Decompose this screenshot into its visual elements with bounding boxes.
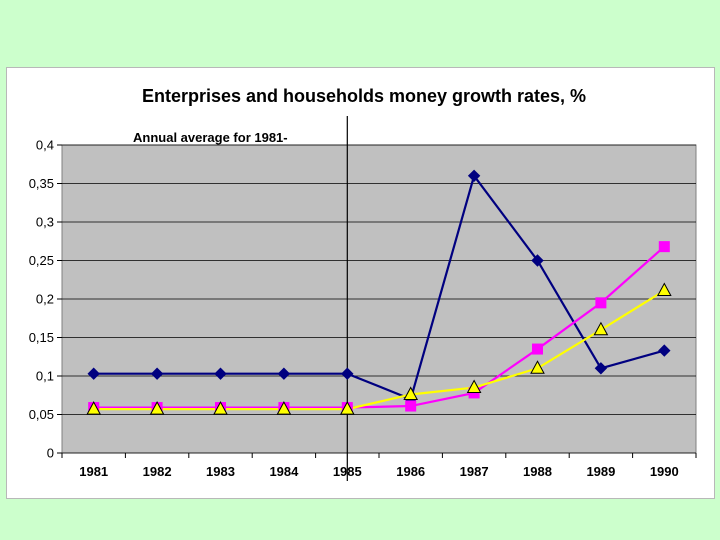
chart-title: Enterprises and households money growth … (142, 86, 586, 106)
y-tick-label: 0,05 (29, 407, 54, 422)
y-tick-label: 0,25 (29, 253, 54, 268)
y-tick-label: 0,35 (29, 176, 54, 191)
series-2-point (405, 400, 417, 412)
x-tick-label: 1982 (143, 464, 172, 479)
series-2-line (93, 245, 666, 409)
series-2-point (532, 343, 543, 355)
x-tick-label: 1990 (650, 464, 679, 479)
series-1-point (467, 169, 481, 183)
chart-annotation: Annual average for 1981- (133, 130, 288, 145)
series-3-point (339, 401, 355, 415)
x-tick-label: 1988 (523, 464, 552, 479)
series-1-point (277, 367, 291, 380)
x-tick-label: 1989 (586, 464, 615, 479)
x-tick-label: 1981 (79, 464, 108, 479)
line-chart: Enterprises and households money growth … (29, 86, 697, 481)
series-1-point (658, 344, 671, 357)
series-1-point (594, 362, 608, 375)
series-1-point (150, 367, 164, 380)
x-tick-label: 1986 (396, 464, 425, 479)
x-tick-label: 1984 (269, 464, 299, 479)
series-3-point (213, 401, 228, 415)
series-3-point (276, 401, 292, 415)
series-3-point (149, 401, 165, 415)
y-tick-label: 0,4 (36, 138, 54, 153)
series-1-point (214, 367, 227, 380)
series-3-point (86, 401, 102, 415)
x-tick-label: 1987 (460, 464, 489, 479)
chart-frame: Enterprises and households money growth … (6, 67, 715, 499)
series-1-point (87, 367, 100, 380)
series-3-point (530, 360, 545, 374)
y-tick-label: 0,2 (36, 292, 54, 307)
y-tick-label: 0,1 (36, 369, 54, 384)
y-tick-label: 0,3 (36, 215, 54, 230)
y-tick-label: 0,15 (29, 330, 54, 345)
series-3-point (403, 386, 419, 400)
series-2-point (595, 297, 607, 309)
x-tick-label: 1983 (206, 464, 235, 479)
y-tick-label: 0 (47, 446, 54, 461)
series-1-point (531, 254, 544, 267)
series-1-line (93, 173, 665, 401)
series-3-point (656, 282, 672, 297)
series-3-line (93, 289, 665, 411)
series-1-point (341, 367, 354, 380)
series-2-point (658, 241, 670, 253)
series-3-point (466, 379, 482, 394)
series-3-point (593, 321, 609, 336)
